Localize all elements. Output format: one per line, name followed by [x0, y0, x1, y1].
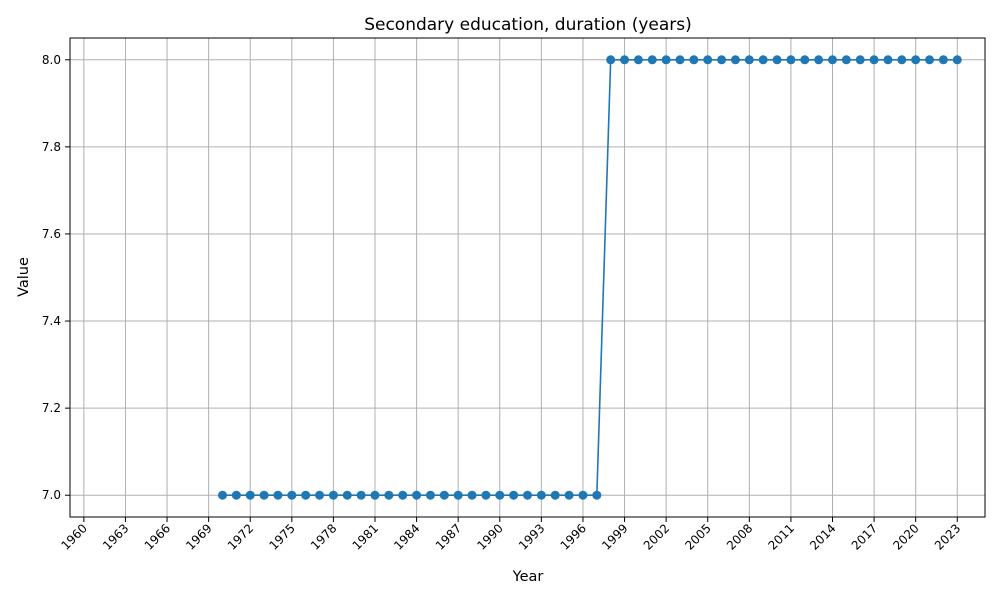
x-axis-label: Year	[512, 569, 544, 585]
data-point	[897, 55, 907, 65]
data-point	[675, 55, 685, 65]
data-point	[550, 490, 560, 500]
data-point	[467, 490, 477, 500]
data-point	[661, 55, 671, 65]
data-point	[744, 55, 754, 65]
x-tick-label: 2005	[682, 521, 713, 552]
chart-title: Secondary education, duration (years)	[364, 15, 692, 35]
data-point	[412, 490, 422, 500]
x-tick-label: 2014	[807, 521, 838, 552]
y-tick-label: 7.4	[42, 314, 61, 328]
x-tick-label: 2023	[932, 521, 963, 552]
data-point	[828, 55, 837, 65]
data-point	[342, 490, 352, 500]
x-tick-label: 1972	[225, 521, 256, 552]
data-point	[883, 55, 893, 65]
data-point	[495, 490, 505, 500]
x-tick-label: 1987	[433, 521, 464, 552]
x-tick-label: 2002	[641, 521, 672, 552]
data-point	[536, 490, 546, 500]
data-point	[245, 490, 255, 500]
data-point	[869, 55, 879, 65]
data-point	[633, 55, 643, 65]
x-tick-label: 2011	[766, 521, 797, 552]
series-group	[218, 55, 962, 500]
grid-lines	[70, 38, 985, 517]
data-point	[800, 55, 810, 65]
x-tick-label: 1996	[558, 521, 589, 552]
x-axis: 1960 1963 1966 1969 1972 1975 1978 1981 1984 1987…	[58, 517, 963, 553]
data-point	[620, 55, 630, 65]
data-point	[717, 55, 727, 65]
x-tick-label: 1993	[516, 521, 547, 552]
data-point	[315, 490, 325, 500]
data-point	[356, 490, 366, 500]
data-point	[938, 55, 948, 65]
y-tick-label: 7.6	[42, 227, 61, 241]
data-point	[758, 55, 768, 65]
x-tick-label: 1999	[599, 521, 630, 552]
data-point	[855, 55, 865, 65]
data-point	[564, 490, 574, 500]
data-point	[689, 55, 699, 65]
data-point	[273, 490, 283, 500]
data-point	[703, 55, 713, 65]
data-point	[384, 490, 394, 500]
x-tick-label: 1978	[308, 521, 339, 552]
x-tick-label: 2017	[849, 521, 880, 552]
x-tick-label: 1966	[142, 521, 173, 552]
data-point	[328, 490, 338, 500]
data-point	[841, 55, 851, 65]
x-tick-label: 2008	[724, 521, 755, 552]
y-tick-label: 7.0	[42, 488, 61, 502]
x-tick-label: 1984	[391, 521, 422, 552]
x-tick-label: 1981	[350, 521, 381, 552]
x-tick-label: 1969	[183, 521, 214, 552]
y-axis-label: Value	[16, 257, 32, 297]
x-tick-label: 2020	[890, 521, 921, 552]
data-point	[523, 490, 532, 500]
data-point	[772, 55, 782, 65]
data-point	[509, 490, 519, 500]
x-tick-label: 1960	[58, 521, 89, 552]
data-point	[259, 490, 269, 500]
plot-frame	[69, 37, 986, 518]
data-point	[439, 490, 449, 500]
data-point	[647, 55, 657, 65]
data-point	[786, 55, 796, 65]
x-tick-label: 1963	[100, 521, 131, 552]
x-tick-label: 1975	[266, 521, 297, 552]
data-point	[425, 490, 435, 500]
data-point	[231, 490, 241, 500]
data-point	[287, 490, 297, 500]
y-tick-label: 8.0	[42, 53, 61, 67]
data-point	[592, 490, 602, 500]
data-point	[578, 490, 588, 500]
data-point	[301, 490, 311, 500]
y-tick-label: 7.2	[42, 401, 61, 415]
y-tick-label: 7.8	[42, 140, 61, 154]
data-point	[952, 55, 962, 65]
data-point	[370, 490, 380, 500]
data-point	[218, 490, 227, 500]
data-point	[730, 55, 740, 65]
data-point	[481, 490, 491, 500]
data-point	[814, 55, 824, 65]
data-point	[911, 55, 921, 65]
data-point	[453, 490, 463, 500]
data-point	[606, 55, 616, 65]
series-line-0	[222, 58, 958, 497]
data-point	[925, 55, 935, 65]
x-tick-label: 1990	[474, 521, 505, 552]
y-axis: 7.0 7.2 7.4 7.6 7.8 8.0	[42, 53, 70, 502]
data-point	[398, 490, 408, 500]
